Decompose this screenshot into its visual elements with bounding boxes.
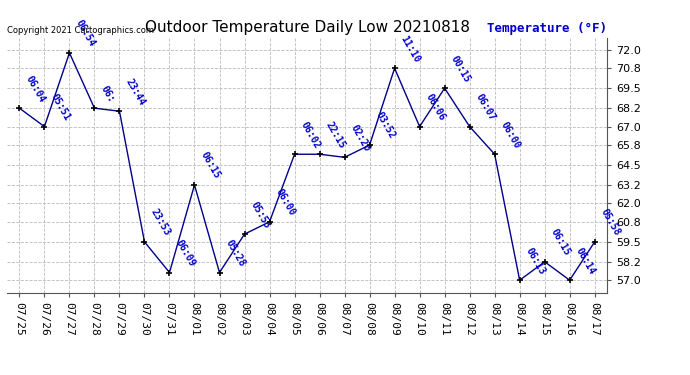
Text: 06:07: 06:07 <box>474 92 497 122</box>
Text: 06:54: 06:54 <box>74 18 97 49</box>
Text: 06:13: 06:13 <box>524 246 547 276</box>
Text: 06:15: 06:15 <box>549 227 572 258</box>
Text: 22:15: 22:15 <box>324 120 347 150</box>
Text: 05:51: 05:51 <box>48 92 72 122</box>
Text: 06:00: 06:00 <box>274 187 297 218</box>
Text: 05:55: 05:55 <box>248 200 272 230</box>
Text: 06:02: 06:02 <box>299 120 322 150</box>
Text: 05:28: 05:28 <box>224 238 247 268</box>
Text: 03:52: 03:52 <box>374 110 397 141</box>
Text: 06:09: 06:09 <box>174 238 197 268</box>
Text: 06:04: 06:04 <box>23 74 47 104</box>
Text: 23:44: 23:44 <box>124 76 147 107</box>
Text: 06:15: 06:15 <box>199 150 222 181</box>
Text: 06:14: 06:14 <box>574 246 598 276</box>
Text: 06:00: 06:00 <box>499 120 522 150</box>
Title: Outdoor Temperature Daily Low 20210818: Outdoor Temperature Daily Low 20210818 <box>144 20 470 35</box>
Text: 02:20: 02:20 <box>348 123 372 153</box>
Text: Copyright 2021 Cartographics.com: Copyright 2021 Cartographics.com <box>7 26 154 35</box>
Text: 11:10: 11:10 <box>399 34 422 64</box>
Text: 00:15: 00:15 <box>448 54 472 84</box>
Text: 06:06: 06:06 <box>424 92 447 122</box>
Text: 23:53: 23:53 <box>148 207 172 238</box>
Text: Temperature (°F): Temperature (°F) <box>487 22 607 35</box>
Text: 06:: 06: <box>99 84 116 104</box>
Text: 05:58: 05:58 <box>599 207 622 238</box>
